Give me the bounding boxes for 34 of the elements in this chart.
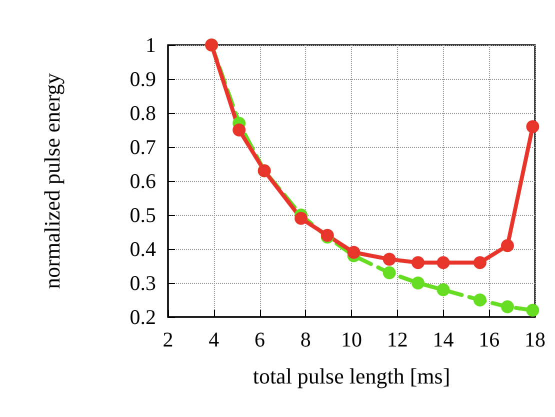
y-tick-label: 0.2	[130, 305, 156, 329]
point	[232, 124, 246, 136]
point	[382, 266, 396, 280]
x-tick-label: 10	[341, 328, 362, 352]
point	[526, 120, 540, 134]
point	[500, 300, 514, 314]
x-tick-label: 16	[478, 328, 500, 352]
point	[382, 252, 396, 266]
point	[347, 246, 360, 259]
x-tick-label: 18	[524, 328, 546, 352]
y-tick-label: 0.3	[130, 271, 156, 295]
y-tick-label: 0.8	[130, 101, 156, 125]
y-tick-label: 1	[146, 33, 156, 57]
x-tick-label: 6	[254, 328, 265, 352]
point	[500, 239, 514, 252]
y-tick-label: 0.5	[130, 203, 156, 227]
point	[473, 294, 486, 306]
point	[436, 256, 450, 270]
point	[294, 212, 308, 225]
x-tick-label: 4	[208, 328, 220, 352]
y-tick-label: 0.4	[130, 237, 156, 261]
y-axis-title: normalized pulse energy	[40, 73, 64, 289]
point	[412, 256, 425, 270]
point	[473, 256, 486, 270]
x-axis-title: total pulse length [ms]	[252, 364, 450, 388]
point	[436, 283, 450, 296]
y-tick-label: 0.6	[130, 169, 156, 193]
y-tick-label: 0.9	[130, 67, 156, 91]
x-tick-label: 12	[386, 328, 408, 352]
y-tick-label: 0.7	[130, 135, 156, 159]
x-tick-label: 2	[162, 328, 174, 352]
x-tick-label: 14	[432, 328, 454, 352]
x-tick-label: 8	[300, 328, 311, 352]
point	[412, 276, 425, 290]
